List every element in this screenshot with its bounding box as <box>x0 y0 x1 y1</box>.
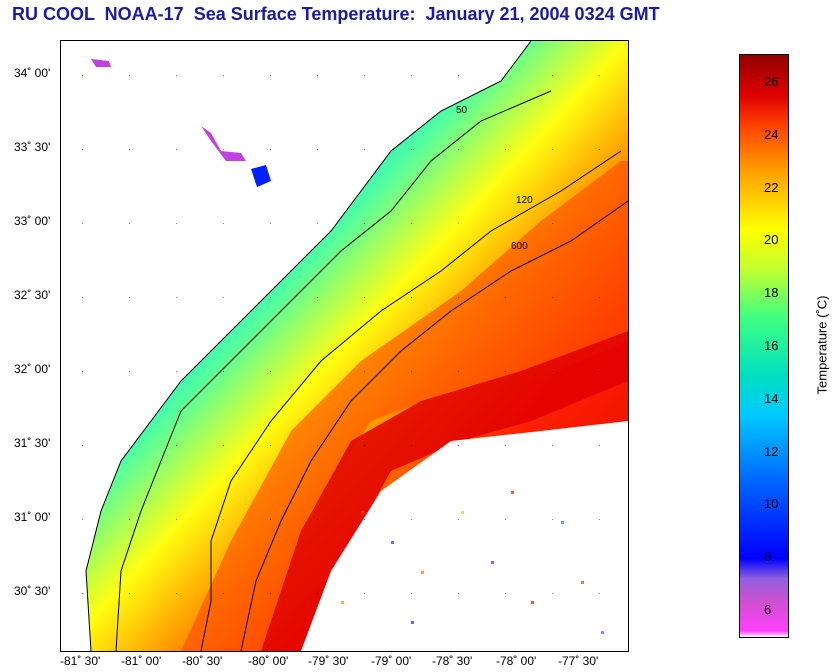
lat-label-32-30: 32˚ 30' <box>14 288 51 302</box>
colorbar-tick: 18 <box>764 285 779 300</box>
colorbar-tick: 26 <box>764 74 779 89</box>
colorbar-tick: 24 <box>764 127 779 142</box>
colorbar-tick: 10 <box>764 496 779 511</box>
sst-map-canvas: 50 120 600 <box>61 41 628 651</box>
colorbar-label: Temperature (˚C) <box>814 295 830 395</box>
lat-label-31-00: 31˚ 00' <box>14 510 51 524</box>
colorbar-tick: 14 <box>764 391 779 406</box>
lat-label-31-30: 31˚ 30' <box>14 436 51 450</box>
lon-label-80-30: -80˚ 30' <box>182 654 223 668</box>
lon-label-79-30: -79˚ 30' <box>308 654 349 668</box>
colorbar-tick: 12 <box>764 444 779 459</box>
lon-label-78-00: -78˚ 00' <box>496 654 537 668</box>
lat-label-32-00: 32˚ 00' <box>14 362 51 376</box>
lon-label-79-00: -79˚ 00' <box>371 654 412 668</box>
colorbar-tick: 6 <box>764 602 772 617</box>
lat-label-34-00: 34˚ 00' <box>14 66 51 80</box>
map-title: RU COOL NOAA-17 Sea Surface Temperature:… <box>12 4 660 24</box>
colorbar-tick: 22 <box>764 180 779 195</box>
lat-label-30-30: 30˚ 30' <box>14 584 51 598</box>
colorbar <box>739 54 789 638</box>
lon-label-80-00: -80˚ 00' <box>248 654 289 668</box>
colorbar-tick: 8 <box>764 549 772 564</box>
lat-label-33-30: 33˚ 30' <box>14 140 51 154</box>
colorbar-tick: 16 <box>764 338 779 353</box>
colorbar-tick: 20 <box>764 232 779 247</box>
lon-label-81-00: -81˚ 00' <box>121 654 162 668</box>
graticule <box>61 41 628 651</box>
lat-label-33-00: 33˚ 00' <box>14 214 51 228</box>
lon-label-78-30: -78˚ 30' <box>432 654 473 668</box>
lon-label-81-30: -81˚ 30' <box>60 654 101 668</box>
lon-label-77-30: -77˚ 30' <box>558 654 599 668</box>
sst-map: 50 120 600 <box>60 40 629 652</box>
